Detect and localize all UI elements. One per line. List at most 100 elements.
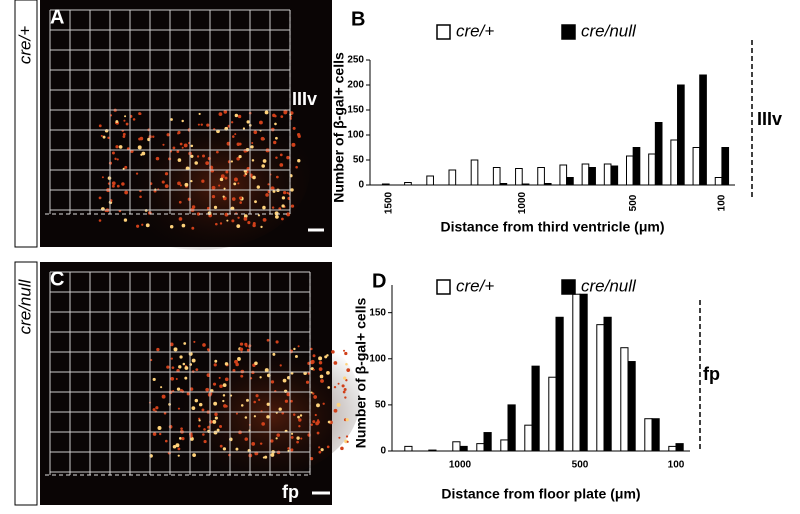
cell-dot	[196, 212, 201, 216]
cell-dot	[222, 195, 225, 198]
cell-dot	[343, 387, 347, 391]
cell-dot	[312, 354, 316, 358]
cell-dot	[279, 153, 283, 157]
bar	[603, 316, 612, 452]
cell-dot	[219, 177, 224, 182]
cell-dot	[274, 114, 277, 118]
cell-dot	[179, 184, 182, 187]
cell-dot	[196, 155, 200, 158]
cell-dot	[155, 406, 159, 410]
panel-letter: A	[50, 6, 64, 28]
cell-dot	[270, 186, 275, 191]
cell-dot	[98, 219, 102, 222]
y-tick-label: 200	[347, 80, 364, 91]
cell-dot	[211, 185, 216, 190]
cell-dot	[220, 174, 225, 179]
cell-dot	[107, 176, 112, 180]
cell-dot	[318, 367, 323, 371]
cell-dot	[205, 161, 210, 166]
cell-dot	[170, 357, 173, 360]
cell-dot	[294, 354, 298, 358]
y-axis-label: Number of β-gal+ cells	[353, 298, 369, 449]
cell-dot	[152, 135, 155, 138]
cell-dot	[230, 160, 233, 163]
legend-swatch	[561, 24, 576, 40]
cell-dot	[191, 406, 196, 410]
bar	[603, 163, 612, 186]
cell-dot	[297, 159, 301, 163]
legend-swatch	[436, 279, 451, 295]
bar	[459, 445, 468, 452]
bar	[721, 147, 730, 186]
cell-dot	[239, 342, 244, 346]
cell-dot	[314, 413, 317, 417]
cell-dot	[286, 212, 291, 217]
cell-dot	[320, 379, 324, 383]
cell-dot	[190, 154, 194, 158]
cell-dot	[163, 411, 167, 415]
cell-dot	[240, 404, 244, 407]
cell-dot	[190, 180, 193, 183]
cell-dot	[264, 455, 268, 459]
cell-dot	[213, 430, 218, 435]
cell-dot	[202, 343, 206, 347]
cell-dot	[212, 382, 217, 386]
cell-dot	[101, 176, 104, 179]
cell-dot	[137, 145, 142, 150]
cell-dot	[213, 205, 218, 210]
cell-dot	[122, 132, 126, 136]
bar	[537, 167, 545, 186]
bar	[596, 324, 605, 452]
cell-dot	[157, 426, 162, 431]
bar	[507, 404, 516, 452]
cell-dot	[292, 126, 296, 130]
cell-dot	[272, 189, 276, 193]
cell-dot	[198, 402, 203, 407]
cell-dot	[271, 206, 275, 209]
cell-dot	[298, 418, 302, 422]
cell-dot	[260, 136, 265, 141]
cell-dot	[310, 347, 313, 351]
cell-dot	[216, 428, 220, 432]
bar	[521, 183, 530, 186]
cell-dot	[270, 380, 275, 384]
bar	[566, 177, 574, 186]
cell-dot	[212, 419, 217, 424]
cell-dot	[219, 384, 223, 389]
cell-dot	[293, 347, 296, 351]
cell-dot	[166, 365, 170, 369]
cell-dot	[177, 407, 181, 410]
cell-dot	[178, 436, 182, 440]
cell-dot	[203, 439, 207, 444]
cell-dot	[237, 357, 241, 361]
cell-dot	[342, 390, 346, 394]
cell-dot	[296, 436, 300, 440]
cell-dot	[172, 445, 177, 449]
cell-dot	[181, 146, 184, 149]
cell-dot	[299, 414, 303, 417]
cell-dot	[218, 184, 221, 187]
cell-dot	[166, 133, 170, 137]
cell-dot	[189, 436, 194, 441]
cell-dot	[138, 137, 142, 141]
cell-dot	[278, 407, 282, 411]
bar	[620, 347, 629, 452]
cell-dot	[345, 418, 349, 422]
bar	[675, 443, 684, 452]
cell-dot	[247, 221, 251, 225]
cell-dot	[259, 442, 263, 445]
cell-dot	[173, 347, 178, 352]
cell-dot	[224, 176, 228, 180]
cell-dot	[198, 419, 201, 422]
cell-dot	[244, 437, 249, 441]
cell-dot	[184, 366, 189, 370]
bar	[632, 147, 641, 186]
cell-dot	[194, 161, 198, 165]
cell-dot	[275, 175, 279, 179]
cell-dot	[214, 412, 218, 417]
cell-dot	[177, 158, 182, 162]
cell-dot	[176, 368, 180, 373]
cell-dot	[310, 360, 315, 365]
cell-dot	[235, 412, 238, 415]
